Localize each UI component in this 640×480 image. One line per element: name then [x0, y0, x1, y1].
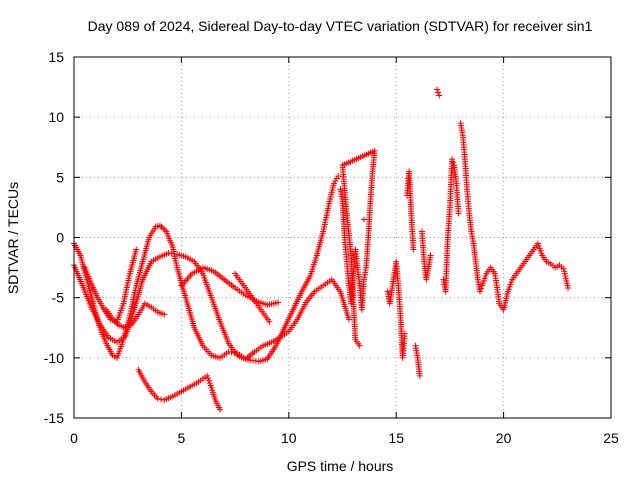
y-tick-label: 10	[48, 109, 64, 125]
data-point	[161, 311, 168, 318]
data-point	[434, 86, 441, 93]
y-axis-label: SDTVAR / TECUs	[5, 182, 21, 294]
data-point	[436, 92, 443, 99]
x-tick-label: 15	[388, 430, 404, 446]
data-point	[133, 246, 140, 253]
chart-title: Day 089 of 2024, Sidereal Day-to-day VTE…	[88, 18, 593, 34]
y-tick-label: -15	[44, 410, 64, 426]
data-point	[478, 285, 485, 292]
x-tick-label: 20	[496, 430, 512, 446]
x-tick-labels: 0 5 10 15 20 25	[70, 430, 619, 446]
y-tick-label: -5	[52, 290, 65, 306]
data-point	[345, 316, 352, 323]
data-point	[435, 89, 442, 96]
data-point	[275, 299, 282, 306]
x-tick-label: 5	[178, 430, 186, 446]
y-tick-label: 15	[48, 49, 64, 65]
data-point	[565, 285, 572, 292]
data-point	[410, 246, 417, 253]
y-tick-label: -10	[44, 350, 64, 366]
data-point	[416, 372, 423, 379]
y-tick-label: 0	[56, 230, 64, 246]
data-point	[449, 156, 456, 163]
y-tick-labels: -15 -10 -5 0 5 10 15	[44, 49, 64, 426]
x-axis-label: GPS time / hours	[287, 458, 394, 474]
x-tick-label: 10	[281, 430, 297, 446]
x-tick-label: 25	[603, 430, 619, 446]
x-tick-label: 0	[70, 430, 78, 446]
data-point	[217, 406, 224, 413]
data-point	[450, 159, 457, 166]
data-point	[335, 173, 342, 180]
data-point	[154, 395, 161, 402]
data-point	[157, 396, 164, 403]
data-points	[71, 86, 572, 413]
y-tick-label: 5	[56, 169, 64, 185]
data-point	[476, 288, 483, 295]
plot-frame	[73, 56, 612, 419]
data-point	[401, 330, 408, 337]
data-point	[356, 342, 363, 349]
data-point	[455, 210, 462, 217]
data-point	[360, 216, 367, 223]
data-point	[266, 318, 273, 325]
data-point	[427, 252, 434, 259]
